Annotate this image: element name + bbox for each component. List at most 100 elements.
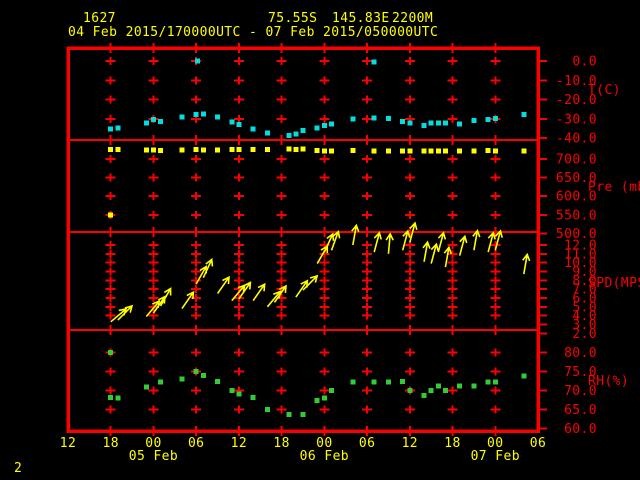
- temperature-point: [428, 120, 434, 126]
- x-hour-label: 06: [188, 436, 204, 451]
- wind-arrow: [295, 279, 309, 298]
- relative_humidity-point: [108, 395, 114, 401]
- relative_humidity-point: [200, 372, 206, 378]
- temperature-point: [229, 119, 235, 125]
- wind-arrow: [409, 221, 418, 243]
- y-tick-label: 9.0: [572, 265, 597, 280]
- wind-arrow: [302, 274, 319, 291]
- temperature-point: [215, 114, 221, 120]
- pressure-point: [236, 146, 242, 152]
- relative_humidity-point: [400, 378, 406, 384]
- wind-arrow: [472, 228, 481, 251]
- x-hour-label: 00: [145, 436, 161, 451]
- x-hour-label: 12: [402, 436, 418, 451]
- temperature-point: [179, 114, 185, 120]
- pressure-point: [264, 146, 270, 152]
- panel-label-relative_humidity: RH(%): [588, 374, 629, 389]
- pressure-point: [115, 146, 121, 152]
- y-tick-label: 11.0: [564, 247, 597, 262]
- x-hour-label: 12: [60, 436, 76, 451]
- y-tick-label: 80.0: [564, 346, 597, 361]
- pressure-point: [314, 147, 320, 153]
- x-hour-label: 06: [359, 436, 375, 451]
- relative_humidity-point: [143, 384, 149, 390]
- temperature-point: [328, 121, 334, 127]
- relative_humidity-point: [350, 379, 356, 385]
- y-tick-label: 550.0: [556, 208, 597, 223]
- temperature-point: [115, 125, 121, 131]
- relative_humidity-point: [407, 388, 413, 393]
- wind-arrow: [373, 231, 382, 253]
- pressure-point: [300, 146, 306, 152]
- y-tick-label: 10.0: [564, 256, 597, 271]
- wind-arrow: [422, 240, 431, 262]
- relative_humidity-point: [371, 379, 377, 385]
- relative_humidity-point: [158, 379, 164, 385]
- pressure-point: [143, 147, 149, 153]
- temperature-point: [400, 118, 406, 124]
- relative_humidity-point: [442, 388, 448, 393]
- wind-arrow: [458, 234, 468, 256]
- y-tick-label: 3.0: [572, 318, 597, 333]
- wind-arrow: [401, 229, 411, 251]
- x-date-label: 06 Feb: [300, 449, 349, 464]
- relative_humidity-point: [108, 350, 114, 356]
- page-number: 2: [14, 461, 23, 476]
- relative_humidity-point: [385, 379, 391, 385]
- temperature-point: [150, 117, 156, 123]
- x-hour-label: 18: [102, 436, 118, 451]
- panel-label-wind_speed: SPD(MPS): [588, 276, 640, 291]
- relative_humidity-point: [471, 383, 477, 389]
- pressure-point: [492, 148, 498, 154]
- wind-arrow: [117, 304, 134, 321]
- temperature-point: [421, 122, 427, 128]
- x-hour-label: 12: [231, 436, 247, 451]
- temperature-point: [321, 122, 327, 128]
- y-tick-label: 5.0: [572, 300, 597, 315]
- y-tick-label: -30.0: [556, 112, 597, 127]
- pressure-point: [250, 147, 256, 153]
- relative_humidity-point: [435, 383, 441, 389]
- wind-arrow: [494, 229, 504, 251]
- y-tick-label: 2.0: [572, 327, 597, 342]
- y-tick-label: -20.0: [556, 93, 597, 108]
- y-tick-label: 65.0: [564, 403, 597, 418]
- temperature-point: [371, 115, 377, 121]
- pressure-point: [158, 147, 164, 153]
- longitude: 145.83E: [332, 11, 390, 26]
- y-tick-label: -10.0: [556, 74, 597, 89]
- temperature-point: [264, 130, 270, 136]
- wind-arrow: [216, 275, 230, 295]
- temperature-point: [471, 118, 477, 124]
- wind-arrow: [273, 284, 287, 303]
- wind-arrow: [252, 282, 266, 302]
- x-hour-label: 06: [530, 436, 546, 451]
- elevation: 2200M: [392, 11, 434, 26]
- pressure-point: [521, 148, 527, 154]
- pressure-point: [293, 146, 299, 152]
- wind-arrow: [159, 287, 172, 307]
- wind-arrow: [181, 290, 195, 310]
- temperature-point: [158, 118, 164, 124]
- relative_humidity-point: [328, 388, 334, 393]
- relative_humidity-point: [236, 391, 242, 397]
- x-hour-label: 00: [487, 436, 503, 451]
- wind-arrow: [330, 229, 341, 251]
- relative_humidity-point: [229, 388, 235, 393]
- relative_humidity-point: [457, 383, 463, 389]
- temperature-point: [200, 111, 206, 117]
- x-date-label: 07 Feb: [471, 449, 520, 464]
- temperature-point: [457, 121, 463, 127]
- wind-arrow: [238, 281, 252, 300]
- pressure-point: [428, 148, 434, 154]
- temperature-point: [236, 122, 242, 128]
- temperature-point: [492, 115, 498, 121]
- y-tick-label: -40.0: [556, 132, 597, 147]
- temperature-point: [293, 131, 299, 137]
- wind-arrow: [522, 252, 531, 275]
- temperature-point: [385, 115, 391, 121]
- pressure-point: [108, 212, 114, 218]
- y-tick-label: 600.0: [556, 190, 597, 205]
